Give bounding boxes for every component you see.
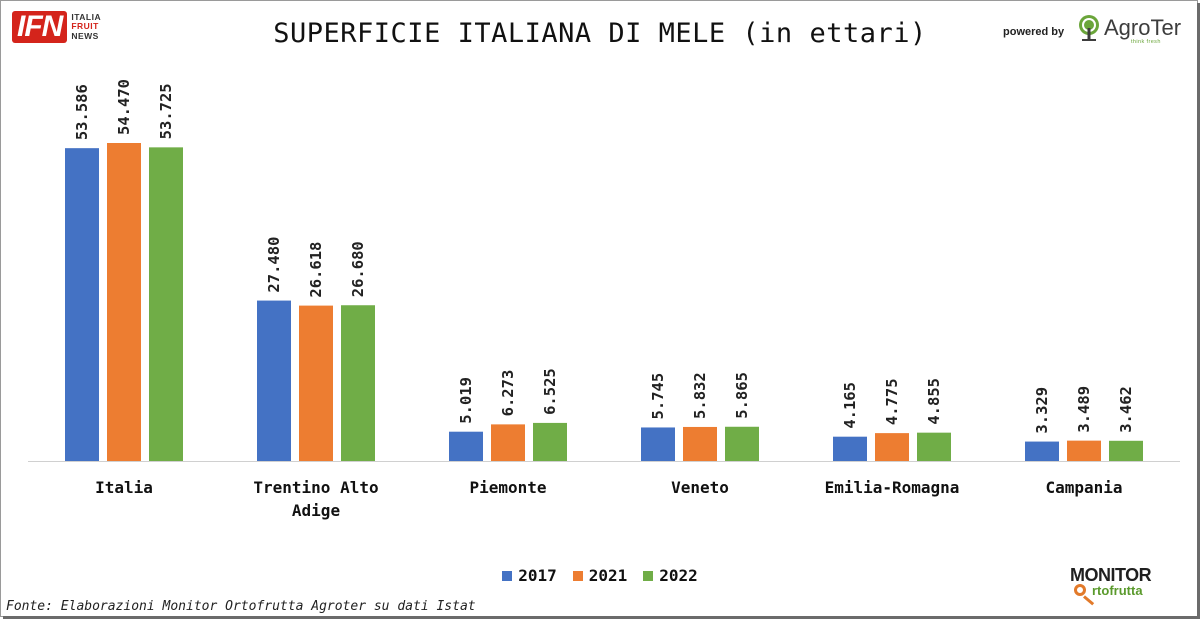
data-label-2017-5: 3.329 [1033,387,1051,434]
data-label-2021-5: 3.489 [1075,386,1093,433]
bar-2022-3 [725,426,759,461]
frame-shadow-bottom [3,616,1200,619]
magnifier-icon [1074,584,1086,596]
legend-item-2022: 2022 [643,566,698,585]
category-label-1-line2: Adige [292,501,340,520]
monitor-logo-top: MONITOR [1070,565,1152,585]
data-label-2021-4: 4.775 [883,378,901,425]
monitor-ortofrutta-logo: MONITOR rtofrutta [1070,566,1188,606]
ifn-logo: IFN ITALIA FRUIT NEWS [12,10,101,44]
data-label-2017-3: 5.745 [649,373,667,420]
bar-2017-1 [257,300,291,461]
data-label-2021-3: 5.832 [691,372,709,419]
data-label-2021-0: 54.470 [115,79,133,135]
category-label-1: Trentino Alto [253,478,378,497]
source-note: Fonte: Elaborazioni Monitor Ortofrutta A… [6,599,476,614]
category-label-0: Italia [95,478,153,497]
powered-by-label: powered by [1003,26,1065,38]
category-label-2: Piemonte [469,478,546,497]
agroter-logo: AgroTer [1076,14,1181,42]
ifn-logo-line3: NEWS [71,30,99,41]
bar-2022-1 [341,305,375,461]
bar-2021-3 [683,426,717,461]
bar-2021-1 [299,305,333,461]
bar-2017-3 [641,427,675,461]
bar-2022-5 [1109,440,1143,461]
legend-item-2021: 2021 [572,566,628,585]
chart-legend: 2017 2021 2022 [0,566,1200,585]
legend-label-2022: 2022 [659,566,698,585]
data-label-2017-2: 5.019 [457,377,475,424]
ifn-logo-mark: IFN [12,11,68,43]
data-label-2017-1: 27.480 [265,237,283,293]
data-label-2022-1: 26.680 [349,241,367,297]
data-label-2017-4: 4.165 [841,382,859,429]
category-label-5: Campania [1045,478,1122,497]
legend-label-2017: 2017 [518,566,557,585]
ifn-logo-subtitle: ITALIA FRUIT NEWS [71,11,102,42]
chart-title: SUPERFICIE ITALIANA DI MELE (in ettari) [273,18,927,49]
bar-2017-2 [449,431,483,461]
bar-2022-4 [917,432,951,461]
data-label-2022-3: 5.865 [733,372,751,419]
frame-shadow-right [1197,3,1200,619]
ifn-logo-line1: ITALIA [71,11,102,22]
monitor-logo-bottom: rtofrutta [1092,583,1143,598]
agroter-wordmark: AgroTer [1104,15,1182,40]
tree-icon [1079,15,1099,41]
bar-2021-0 [107,143,141,461]
legend-swatch-2021 [572,570,583,581]
data-label-2022-2: 6.525 [541,368,559,415]
bar-2021-2 [491,424,525,461]
data-label-2022-4: 4.855 [925,378,943,425]
ifn-logo-line2: FRUIT [71,21,99,32]
data-label-2021-1: 26.618 [307,242,325,298]
legend-item-2017: 2017 [502,566,557,585]
legend-swatch-2022 [643,570,654,581]
bar-2017-4 [833,436,867,461]
category-label-4: Emilia-Romagna [825,478,960,497]
bar-2017-5 [1025,441,1059,461]
data-label-2017-0: 53.586 [73,84,91,140]
category-label-3: Veneto [671,478,729,497]
bar-2021-5 [1067,440,1101,461]
legend-label-2021: 2021 [588,566,628,585]
data-label-2022-0: 53.725 [157,83,175,139]
legend-swatch-2017 [502,570,513,581]
data-label-2022-5: 3.462 [1117,386,1135,433]
bar-2022-0 [149,147,183,461]
bar-2021-4 [875,433,909,461]
agroter-tagline: think fresh [1131,39,1161,45]
bar-2022-2 [533,422,567,461]
bar-2017-0 [65,148,99,461]
data-label-2021-2: 6.273 [499,370,517,417]
